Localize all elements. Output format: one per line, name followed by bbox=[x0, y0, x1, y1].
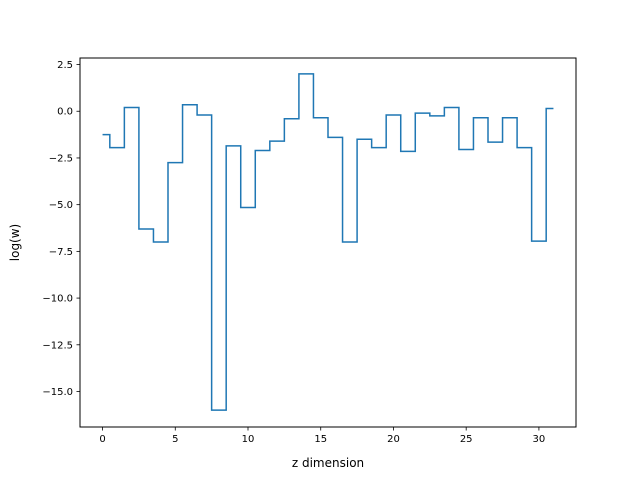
x-tick-label: 10 bbox=[242, 434, 255, 445]
y-tick-label: 0.0 bbox=[57, 107, 73, 118]
y-tick-label: −12.5 bbox=[42, 340, 73, 351]
y-tick-label: −10.0 bbox=[42, 294, 73, 305]
x-tick-label: 20 bbox=[387, 434, 400, 445]
plot-frame bbox=[79, 57, 577, 428]
y-tick-label: −7.5 bbox=[49, 247, 73, 258]
y-axis-label: log(w) bbox=[8, 224, 22, 261]
series-line bbox=[102, 73, 554, 411]
y-tick-label: −15.0 bbox=[42, 387, 73, 398]
x-tick-label: 25 bbox=[460, 434, 473, 445]
series-layer bbox=[102, 73, 554, 411]
x-tick-label: 0 bbox=[99, 434, 105, 445]
x-tick-label: 30 bbox=[533, 434, 546, 445]
y-tick-label: 2.5 bbox=[57, 60, 73, 71]
y-tick-label: −2.5 bbox=[49, 153, 73, 164]
x-tick-label: 5 bbox=[172, 434, 178, 445]
x-tick-label: 15 bbox=[314, 434, 327, 445]
y-tick-label: −5.0 bbox=[49, 200, 73, 211]
y-axis-ticks: 2.5 0.0 −2.5 −5.0 −7.5 −10.0 −12.5 −15.0 bbox=[42, 60, 80, 398]
x-axis-ticks: 0 5 10 15 20 25 30 bbox=[99, 427, 545, 445]
x-axis-label: z dimension bbox=[292, 456, 364, 470]
